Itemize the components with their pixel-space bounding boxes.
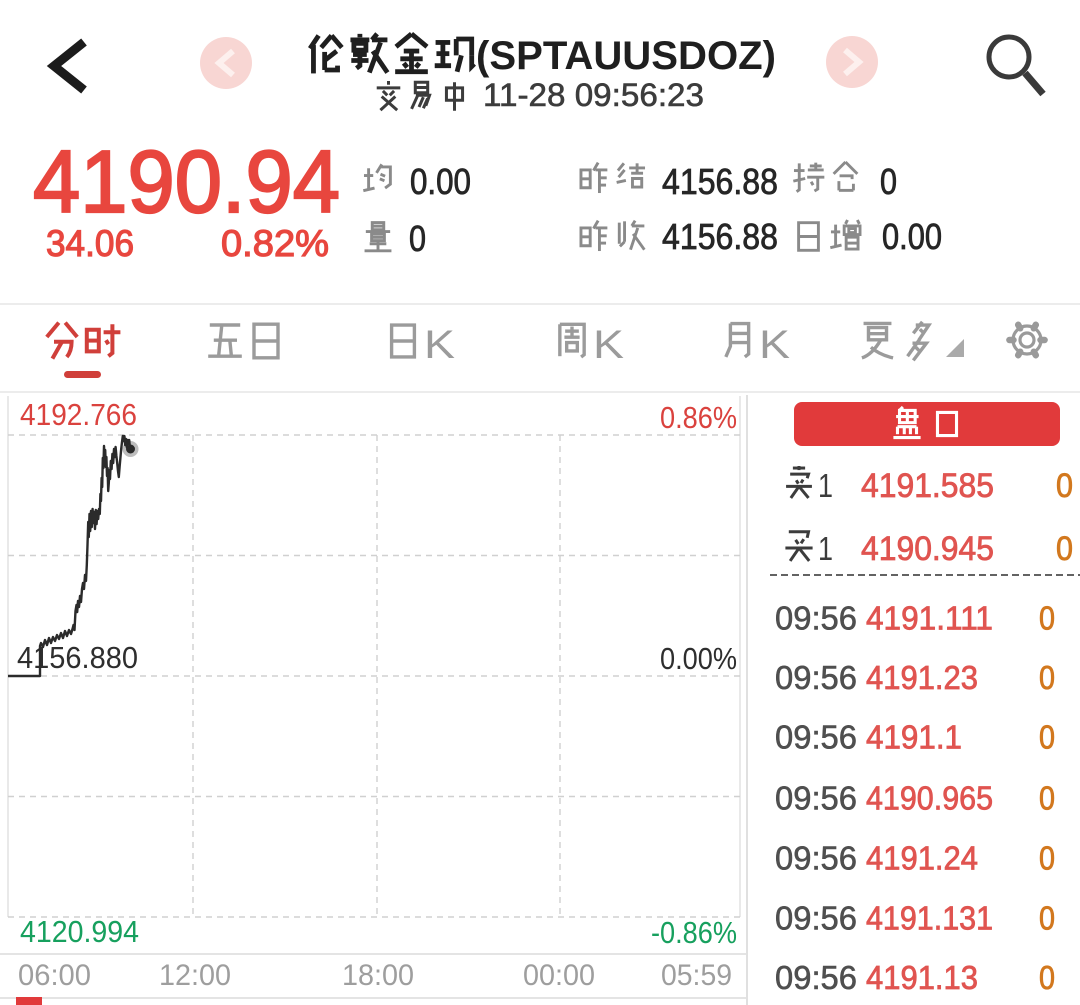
svg-text:1: 1 — [818, 467, 833, 504]
svg-text:09:56: 09:56 — [775, 900, 857, 937]
svg-text:05:59: 05:59 — [661, 959, 732, 992]
svg-text:4191.13: 4191.13 — [866, 959, 978, 996]
svg-text:0: 0 — [1039, 959, 1055, 996]
svg-text:0: 0 — [409, 218, 426, 259]
svg-text:00:00: 00:00 — [523, 959, 595, 992]
svg-text:4191.585: 4191.585 — [861, 467, 994, 505]
svg-text:4156.880: 4156.880 — [17, 640, 138, 675]
svg-text:09:56: 09:56 — [775, 840, 857, 877]
svg-text:0: 0 — [1039, 600, 1055, 637]
svg-text:4191.131: 4191.131 — [866, 900, 993, 937]
svg-text:09:56: 09:56 — [775, 959, 857, 996]
svg-text:K: K — [759, 323, 790, 367]
svg-text:4190.965: 4190.965 — [866, 780, 993, 817]
svg-text:0: 0 — [1039, 840, 1055, 877]
svg-text:4191.1: 4191.1 — [866, 719, 962, 756]
svg-text:1: 1 — [818, 530, 833, 567]
svg-text:4120.994: 4120.994 — [20, 914, 139, 949]
svg-text:(SPTAUUSDOZ): (SPTAUUSDOZ) — [476, 34, 776, 78]
svg-text:09:56: 09:56 — [775, 719, 857, 756]
svg-text:4191.111: 4191.111 — [866, 600, 993, 637]
svg-text:0: 0 — [1039, 900, 1055, 937]
svg-text:4191.23: 4191.23 — [866, 659, 978, 696]
svg-text:12:00: 12:00 — [159, 959, 231, 992]
svg-text:06:00: 06:00 — [18, 959, 91, 992]
svg-text:0: 0 — [880, 161, 897, 202]
svg-text:4191.24: 4191.24 — [866, 840, 978, 877]
svg-text:0: 0 — [1056, 467, 1073, 505]
svg-text:K: K — [593, 323, 624, 367]
svg-text:09:56: 09:56 — [775, 600, 857, 637]
svg-text:0: 0 — [1039, 780, 1055, 817]
svg-text:0.86%: 0.86% — [660, 400, 737, 435]
svg-text:4190.945: 4190.945 — [861, 530, 994, 568]
svg-text:0: 0 — [1039, 719, 1055, 756]
svg-text:34.06: 34.06 — [46, 223, 134, 264]
svg-text:4156.88: 4156.88 — [662, 216, 778, 257]
svg-text:4190.94: 4190.94 — [33, 132, 340, 231]
svg-text:0.00: 0.00 — [882, 216, 942, 257]
svg-text:0: 0 — [1039, 659, 1055, 696]
svg-text:K: K — [424, 323, 455, 367]
svg-text:4156.88: 4156.88 — [662, 161, 778, 202]
svg-text:0: 0 — [1056, 530, 1073, 568]
svg-text:-0.86%: -0.86% — [651, 915, 737, 950]
svg-text:0.00: 0.00 — [410, 161, 471, 202]
svg-text:0.00%: 0.00% — [660, 641, 737, 676]
svg-text:4192.766: 4192.766 — [20, 397, 137, 432]
svg-text:09:56: 09:56 — [775, 780, 857, 817]
svg-text:0.82%: 0.82% — [221, 223, 329, 264]
svg-text:18:00: 18:00 — [342, 959, 414, 992]
svg-text:09:56: 09:56 — [775, 659, 857, 696]
svg-text:11-28 09:56:23: 11-28 09:56:23 — [483, 77, 704, 113]
